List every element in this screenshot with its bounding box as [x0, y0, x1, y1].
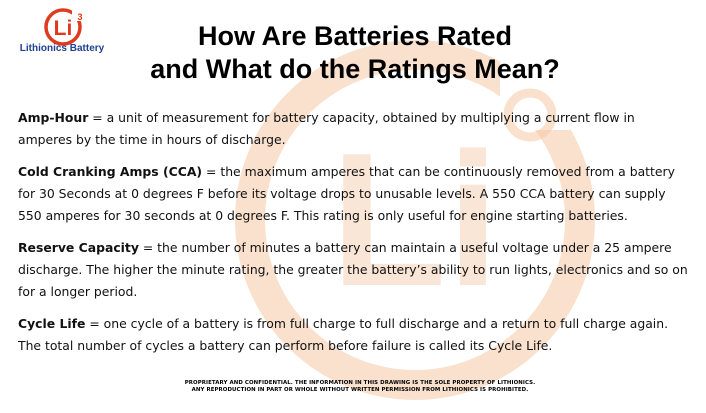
- definitions-list: Amp-Hour = a unit of measurement for bat…: [18, 107, 690, 367]
- term-reserve-capacity: Reserve Capacity: [18, 240, 139, 255]
- logo-mark: Li: [54, 17, 73, 40]
- definition-cycle-life: Cycle Life = one cycle of a battery is f…: [18, 313, 690, 357]
- title-line-2: and What do the Ratings Mean?: [150, 54, 560, 84]
- confidentiality-footer: PROPRIETARY AND CONFIDENTIAL. THE INFORM…: [100, 380, 620, 394]
- footer-line-1: PROPRIETARY AND CONFIDENTIAL. THE INFORM…: [184, 380, 536, 386]
- definition-text-cca: = the maximum amperes that can be contin…: [18, 164, 675, 223]
- lithionics-logo-icon: Li 3: [44, 8, 86, 46]
- logo-superscript: 3: [77, 12, 82, 22]
- term-cca: Cold Cranking Amps (CCA): [18, 164, 203, 179]
- definition-amp-hour: Amp-Hour = a unit of measurement for bat…: [18, 107, 690, 151]
- page-title: How Are Batteries Rated and What do the …: [95, 20, 615, 86]
- footer-line-2: ANY REPRODUCTION IN PART OR WHOLE WITHOU…: [191, 387, 529, 393]
- term-amp-hour: Amp-Hour: [18, 110, 89, 125]
- definition-text-amp-hour: = a unit of measurement for battery capa…: [18, 110, 635, 147]
- title-line-1: How Are Batteries Rated: [197, 21, 513, 51]
- definition-text-cycle-life: = one cycle of a battery is from full ch…: [18, 316, 669, 353]
- definition-cca: Cold Cranking Amps (CCA) = the maximum a…: [18, 161, 690, 227]
- brand-name: Lithionics Battery: [19, 43, 105, 54]
- definition-reserve-capacity: Reserve Capacity = the number of minutes…: [18, 237, 690, 303]
- term-cycle-life: Cycle Life: [18, 316, 86, 331]
- definition-text-reserve-capacity: = the number of minutes a battery can ma…: [18, 240, 688, 299]
